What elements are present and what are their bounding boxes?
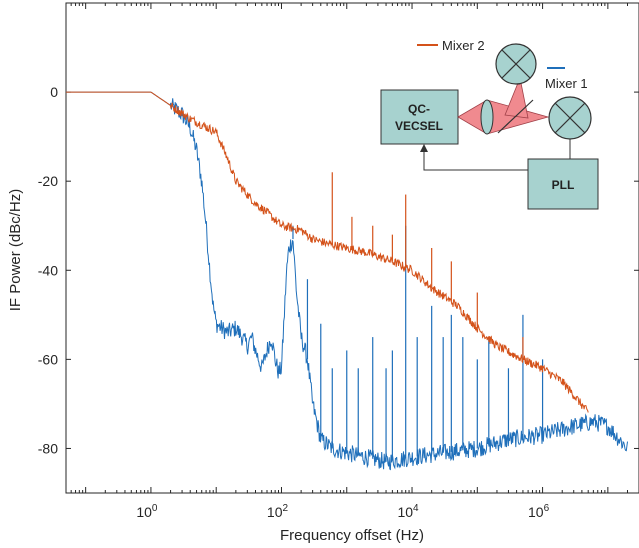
x-tick-label: 102 [267,503,289,520]
beam-splitter-icon [497,99,534,134]
plot-frame [65,2,639,494]
setup-schematic-inset: Mixer 2 Mixer 1 QC- VECSEL PLL [380,38,599,210]
y-tick-label: -80 [38,440,58,456]
pll-to-laser-feedback-wire [423,150,528,171]
y-axis-label: IF Power (dBc/Hz) [7,189,24,312]
y-tick-label: -40 [38,262,58,278]
qc-vecsel-label-line2: VECSEL [395,119,443,133]
laser-beam [457,99,550,135]
x-tick-label: 104 [397,503,419,520]
split-beam [504,76,529,119]
plot-area: 0 -20 -40 -60 -80 100 102 104 106 [38,2,639,520]
y-tick-label: 0 [50,84,58,100]
lens-icon [480,99,494,135]
series-line-mixer-2 [66,91,589,413]
qc-vecsel-label-line1: QC- [408,102,430,116]
x-tick-label: 100 [136,503,158,520]
feedback-arrowhead-icon [420,144,428,152]
mixer-2-icon [495,43,537,85]
mixer-1-icon [548,96,592,140]
legend-label-mixer-2: Mixer 2 [442,38,485,53]
x-axis-label: Frequency offset (Hz) [280,527,424,544]
y-tick-label: -20 [38,173,58,189]
pll-label: PLL [552,178,575,192]
x-tick-label: 106 [528,503,550,520]
qc-vecsel-block [380,89,459,145]
y-tick-label: -60 [38,351,58,367]
pll-block [527,158,599,210]
legend-label-mixer-1: Mixer 1 [545,76,588,91]
